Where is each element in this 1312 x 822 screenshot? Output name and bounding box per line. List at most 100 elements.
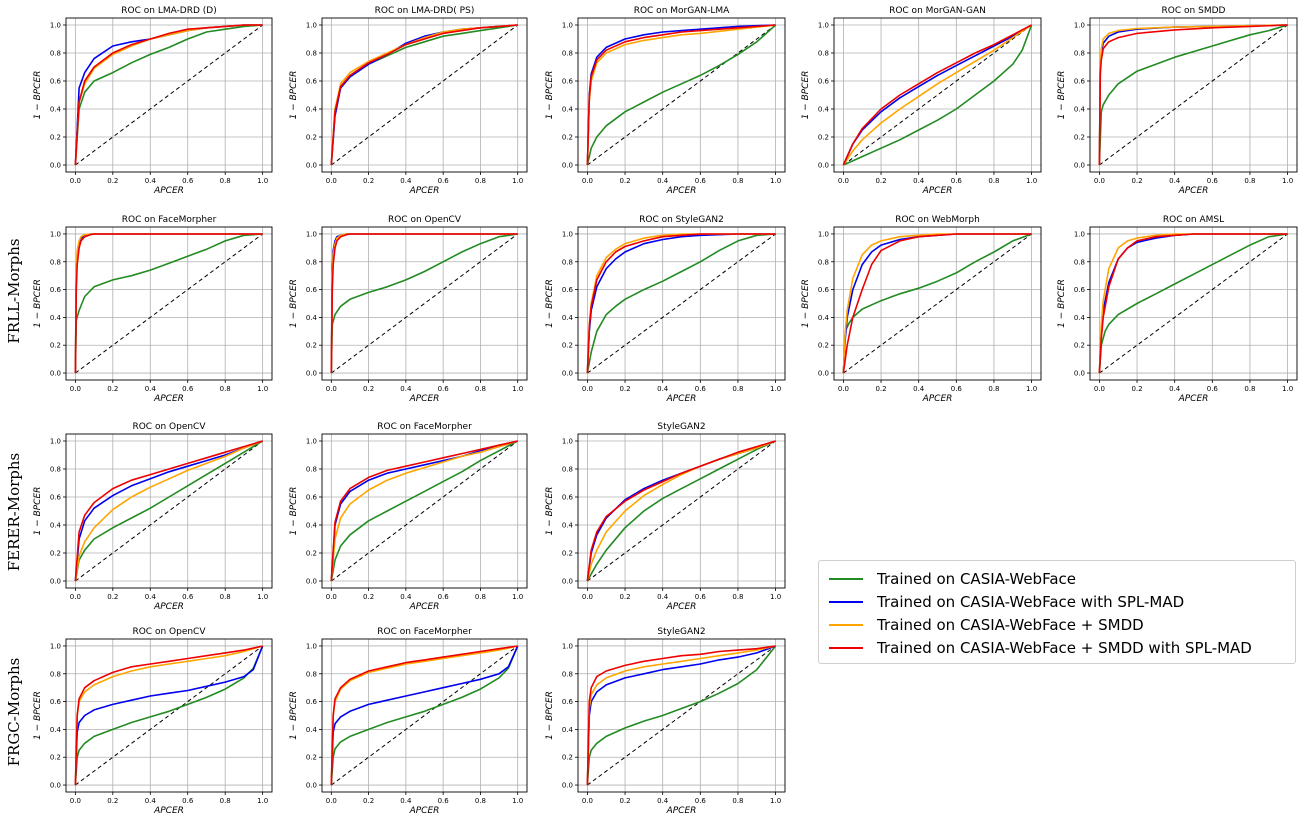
y-tick-label: 0.2 (818, 134, 829, 142)
roc-series-line (586, 440, 776, 582)
roc-series-line (586, 440, 776, 582)
y-tick-label: 0.8 (1074, 50, 1085, 58)
y-tick-label: 0.0 (1074, 370, 1085, 378)
y-tick-label: 0.4 (50, 314, 62, 322)
y-axis-label: 1 − BPCER (33, 487, 43, 536)
roc-subplot: 0.0 0.0 0.2 0.2 0.4 0.4 0.6 0.6 0.8 0.8 1.0 1.0 ROC … (33, 627, 273, 816)
y-tick-label: 1.0 (306, 22, 317, 30)
x-tick-label: 0.8 (732, 177, 743, 185)
y-tick-label: 0.6 (50, 494, 62, 502)
x-tick-label: 0.6 (951, 385, 963, 393)
roc-series-line (1098, 24, 1288, 166)
y-tick-label: 0.8 (50, 670, 61, 678)
subplot-title: ROC on FaceMorpher (122, 215, 217, 225)
legend-swatch-casia-spl (829, 600, 863, 603)
y-tick-label: 0.8 (562, 466, 573, 474)
y-tick-label: 0.8 (50, 466, 61, 474)
x-tick-label: 0.4 (145, 177, 157, 185)
roc-series-line (842, 24, 1032, 166)
y-tick-label: 1.0 (306, 438, 317, 446)
x-tick-label: 0.2 (363, 593, 374, 601)
x-tick-label: 1.0 (770, 385, 781, 393)
y-tick-label: 0.8 (562, 670, 573, 678)
chance-diagonal (331, 24, 518, 166)
x-tick-label: 0.6 (695, 177, 707, 185)
x-tick-label: 0.6 (182, 593, 194, 601)
x-tick-label: 0.4 (400, 177, 412, 185)
roc-series-line (1098, 233, 1288, 374)
x-tick-label: 0.4 (400, 797, 412, 805)
roc-series-line (842, 24, 1033, 166)
roc-series-line (330, 645, 519, 786)
x-tick-label: 0.8 (732, 797, 743, 805)
y-axis-label: 1 − BPCER (1057, 279, 1067, 328)
legend-swatch-casia-smdd (829, 623, 863, 626)
x-tick-label: 0.2 (619, 593, 630, 601)
chance-diagonal (587, 440, 776, 582)
y-tick-label: 1.0 (1074, 230, 1085, 238)
y-axis-label: 1 − BPCER (33, 691, 43, 740)
roc-series-line (586, 645, 776, 786)
x-axis-label: APCER (153, 602, 184, 612)
legend-item-casia-smdd-spl: Trained on CASIA-WebFace + SMDD with SPL… (829, 636, 1285, 659)
y-tick-label: 0.2 (50, 134, 61, 142)
chance-diagonal (1099, 233, 1288, 374)
x-axis-label: APCER (922, 394, 953, 404)
y-tick-label: 1.0 (562, 438, 573, 446)
x-axis-label: APCER (153, 806, 184, 816)
y-tick-label: 0.0 (50, 162, 61, 170)
roc-series-line (586, 24, 776, 166)
x-tick-label: 0.4 (657, 177, 669, 185)
roc-series-line (842, 233, 1032, 374)
x-tick-label: 0.6 (438, 797, 450, 805)
row-label-frgc: FRGC-Morphs (5, 657, 23, 767)
y-tick-label: 1.0 (562, 230, 573, 238)
y-tick-label: 0.8 (50, 50, 61, 58)
subplot-title: ROC on StyleGAN2 (639, 215, 724, 225)
x-tick-label: 0.0 (70, 385, 81, 393)
x-tick-label: 0.8 (475, 593, 486, 601)
x-axis-label: APCER (666, 806, 697, 816)
y-tick-label: 0.4 (50, 726, 62, 734)
roc-subplot: 0.0 0.0 0.2 0.2 0.4 0.4 0.6 0.6 0.8 0.8 1.0 1.0 ROC … (33, 6, 273, 196)
x-tick-label: 0.8 (220, 385, 231, 393)
y-tick-label: 0.8 (306, 258, 317, 266)
x-tick-label: 0.4 (657, 385, 669, 393)
roc-series-line (586, 233, 776, 374)
x-axis-label: APCER (1178, 394, 1209, 404)
roc-series-line (586, 233, 776, 374)
y-tick-label: 0.4 (50, 522, 62, 530)
x-tick-label: 1.0 (512, 385, 523, 393)
legend-item-casia: Trained on CASIA-WebFace (829, 567, 1285, 590)
x-tick-label: 0.2 (1131, 385, 1142, 393)
y-tick-label: 0.0 (818, 162, 829, 170)
plot-frame (321, 638, 528, 793)
roc-series-line (330, 645, 518, 786)
y-tick-label: 0.8 (50, 258, 61, 266)
x-tick-label: 0.2 (875, 385, 886, 393)
y-tick-label: 0.6 (562, 698, 574, 706)
x-tick-label: 0.6 (695, 593, 707, 601)
x-tick-label: 0.4 (145, 797, 157, 805)
x-tick-label: 1.0 (1026, 177, 1037, 185)
x-tick-label: 0.2 (619, 385, 630, 393)
y-axis-label: 1 − BPCER (545, 71, 555, 120)
y-tick-label: 0.0 (50, 782, 61, 790)
y-tick-label: 0.0 (562, 162, 573, 170)
y-tick-label: 0.2 (562, 550, 573, 558)
y-tick-label: 0.6 (818, 286, 830, 294)
y-axis-label: 1 − BPCER (545, 279, 555, 328)
x-tick-label: 0.8 (220, 593, 231, 601)
y-axis-label: 1 − BPCER (545, 487, 555, 536)
plot-frame (65, 226, 273, 381)
x-tick-label: 0.4 (145, 593, 157, 601)
y-tick-label: 0.2 (562, 754, 573, 762)
x-tick-label: 0.8 (988, 385, 999, 393)
x-tick-label: 0.4 (913, 177, 925, 185)
y-tick-label: 0.4 (306, 522, 318, 530)
y-axis-label: 1 − BPCER (1057, 71, 1067, 120)
y-tick-label: 0.0 (562, 782, 573, 790)
plot-frame (833, 17, 1042, 173)
subplot-title: ROC on OpenCV (132, 422, 206, 432)
